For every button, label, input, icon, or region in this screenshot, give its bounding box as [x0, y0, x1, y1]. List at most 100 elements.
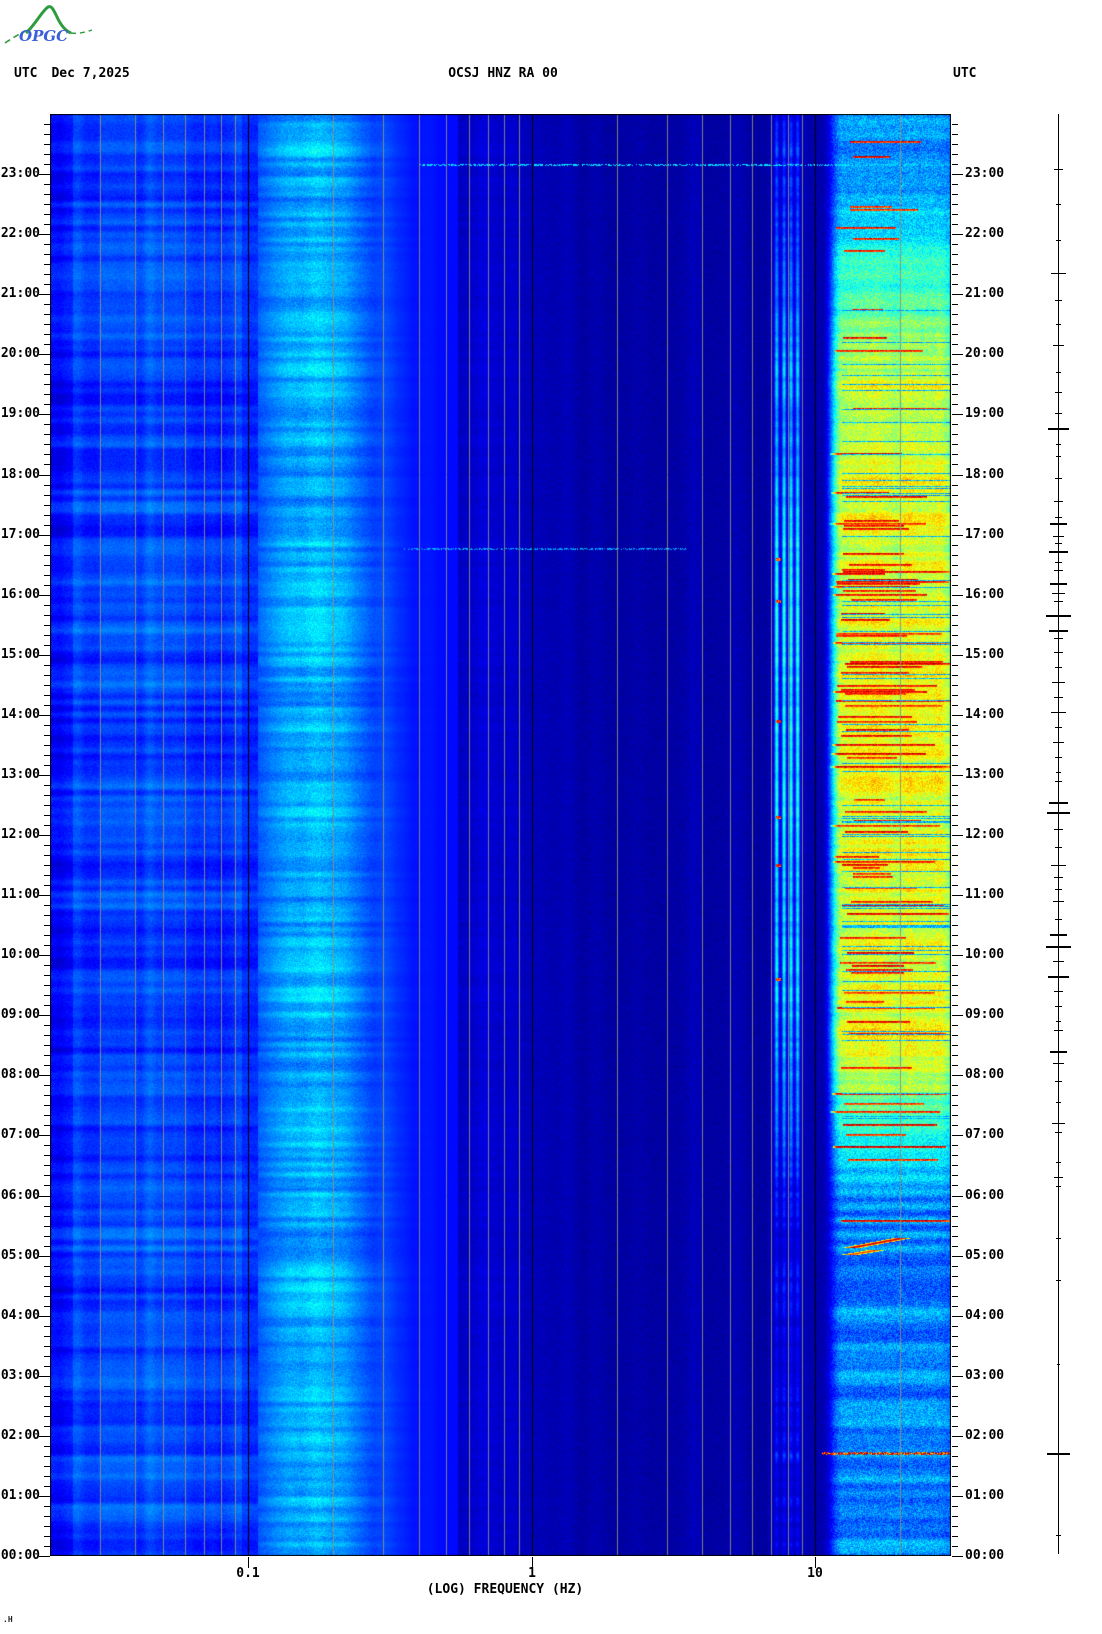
hour-label-left-16:00: 16:00 — [0, 586, 40, 602]
minor-tick-left — [44, 1005, 50, 1006]
minor-tick-right — [952, 1105, 958, 1106]
event-trace-tick — [1056, 324, 1061, 325]
minor-tick-right — [952, 975, 958, 976]
minor-tick-right — [952, 1236, 958, 1237]
hour-label-left-06:00: 06:00 — [0, 1187, 40, 1203]
minor-tick-right — [952, 785, 958, 786]
hour-tick-right-10:00 — [952, 955, 963, 956]
minor-tick-left — [44, 374, 50, 375]
minor-tick-right — [952, 1165, 958, 1166]
minor-tick-left — [44, 1446, 50, 1447]
minor-tick-right — [952, 485, 958, 486]
event-trace-tick — [1055, 562, 1062, 563]
minor-tick-left — [44, 675, 50, 676]
hour-tick-right-12:00 — [952, 835, 963, 836]
minor-tick-right — [952, 1516, 958, 1517]
minor-tick-left — [44, 384, 50, 385]
hour-tick-right-22:00 — [952, 234, 963, 235]
hour-tick-right-13:00 — [952, 775, 963, 776]
event-trace-tick — [1054, 638, 1063, 639]
minor-tick-right — [952, 1326, 958, 1327]
minor-tick-right — [952, 1446, 958, 1447]
minor-tick-right — [952, 495, 958, 496]
minor-tick-left — [44, 154, 50, 155]
minor-tick-left — [44, 1085, 50, 1086]
hour-label-left-17:00: 17:00 — [0, 526, 40, 542]
minor-tick-right — [952, 1145, 958, 1146]
event-trace-tick — [1056, 444, 1061, 445]
event-trace-tick — [1047, 1453, 1070, 1455]
minor-tick-right — [952, 464, 958, 465]
minor-tick-right — [952, 515, 958, 516]
event-trace-tick — [1053, 1063, 1064, 1064]
minor-tick-left — [44, 324, 50, 325]
minor-tick-left — [44, 1426, 50, 1427]
minor-tick-right — [952, 134, 958, 135]
hour-label-left-04:00: 04:00 — [0, 1307, 40, 1323]
hour-tick-right-04:00 — [952, 1316, 963, 1317]
minor-tick-right — [952, 685, 958, 686]
minor-tick-right — [952, 194, 958, 195]
minor-tick-right — [952, 1115, 958, 1116]
minor-tick-right — [952, 1276, 958, 1277]
hour-label-right-06:00: 06:00 — [965, 1187, 1005, 1203]
hour-label-right-14:00: 14:00 — [965, 706, 1005, 722]
hour-tick-left-16:00 — [39, 595, 50, 596]
minor-tick-left — [44, 1296, 50, 1297]
event-trace-tick — [1056, 372, 1061, 373]
minor-tick-left — [44, 1466, 50, 1467]
event-trace-tick — [1055, 727, 1062, 728]
event-trace-line — [1058, 114, 1059, 1554]
event-trace-tick — [1054, 601, 1063, 602]
event-trace-tick — [1052, 593, 1065, 594]
hour-label-right-01:00: 01:00 — [965, 1487, 1005, 1503]
hour-label-left-00:00: 00:00 — [0, 1548, 40, 1563]
event-trace-tick — [1051, 712, 1066, 713]
hour-label-left-07:00: 07:00 — [0, 1127, 40, 1143]
minor-tick-left — [44, 825, 50, 826]
hour-tick-left-02:00 — [39, 1436, 50, 1437]
x-tick-label-0.1: 0.1 — [236, 1566, 260, 1581]
hour-tick-right-05:00 — [952, 1256, 963, 1257]
minor-tick-left — [44, 905, 50, 906]
hour-tick-left-04:00 — [39, 1316, 50, 1317]
hour-tick-right-09:00 — [952, 1015, 963, 1016]
hour-tick-left-03:00 — [39, 1376, 50, 1377]
minor-tick-left — [44, 394, 50, 395]
minor-tick-right — [952, 675, 958, 676]
event-trace-tick — [1050, 523, 1067, 525]
minor-tick-right — [952, 1396, 958, 1397]
minor-tick-left — [44, 314, 50, 315]
minor-tick-left — [44, 1226, 50, 1227]
minor-tick-right — [952, 244, 958, 245]
header-left: UTC Dec 7,2025 — [14, 66, 130, 81]
minor-tick-right — [952, 1226, 958, 1227]
minor-tick-left — [44, 985, 50, 986]
minor-tick-right — [952, 184, 958, 185]
hour-tick-right-16:00 — [952, 595, 963, 596]
hour-tick-right-08:00 — [952, 1075, 963, 1076]
event-trace-tick — [1056, 772, 1061, 773]
event-trace-tick — [1052, 682, 1065, 683]
page-title: OCSJ HNZ RA 00 — [448, 66, 558, 81]
minor-tick-right — [952, 905, 958, 906]
minor-tick-right — [952, 164, 958, 165]
minor-tick-right — [952, 454, 958, 455]
minor-tick-left — [44, 1326, 50, 1327]
minor-tick-right — [952, 735, 958, 736]
minor-tick-left — [44, 805, 50, 806]
event-trace-tick — [1054, 697, 1063, 698]
event-trace-tick — [1055, 517, 1062, 518]
minor-tick-right — [952, 935, 958, 936]
minor-tick-left — [44, 935, 50, 936]
minor-tick-right — [952, 314, 958, 315]
event-trace-tick — [1055, 392, 1062, 393]
minor-tick-left — [44, 1155, 50, 1156]
event-trace-tick — [1056, 1280, 1061, 1281]
hour-label-left-11:00: 11:00 — [0, 887, 40, 903]
event-trace-tick — [1052, 1123, 1065, 1124]
minor-tick-left — [44, 945, 50, 946]
event-trace-tick — [1055, 889, 1062, 890]
minor-tick-left — [44, 264, 50, 265]
x-axis-label: (LOG) FREQUENCY (HZ) — [426, 1582, 584, 1597]
